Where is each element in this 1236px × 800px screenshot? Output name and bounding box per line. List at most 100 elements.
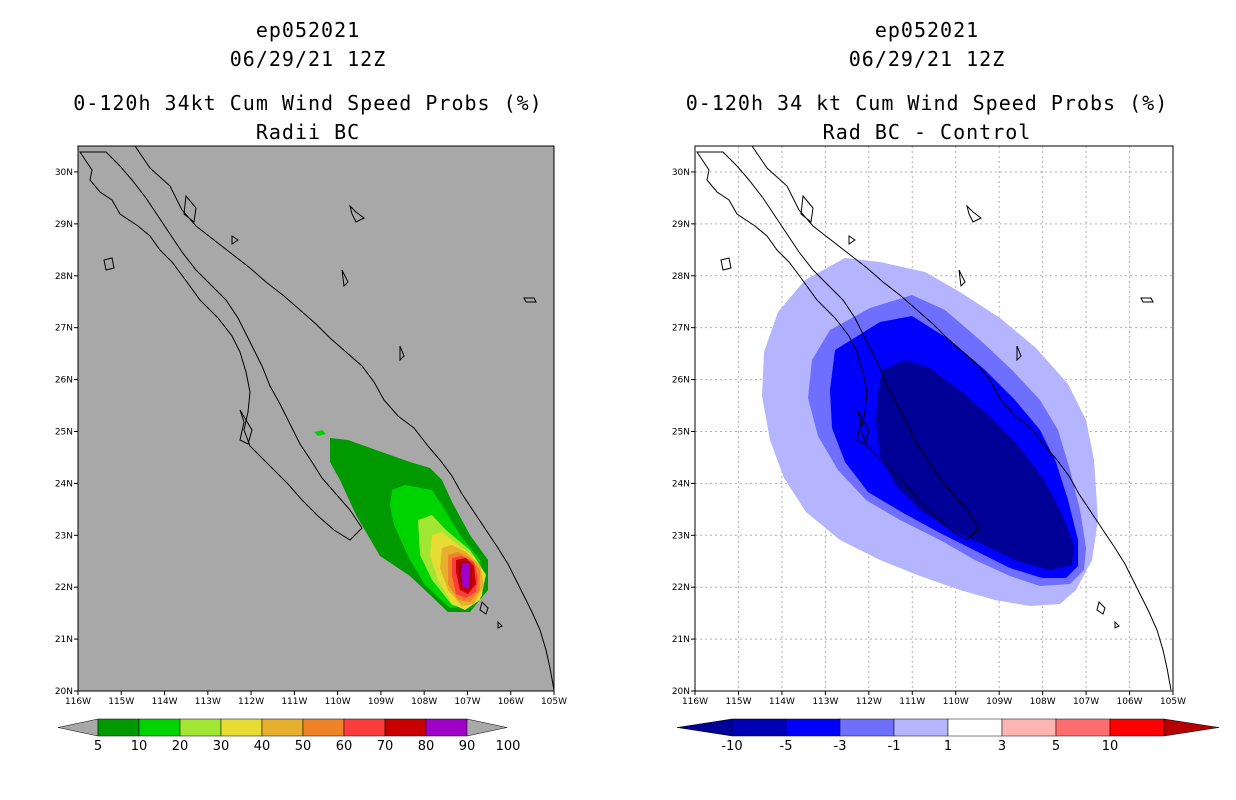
left-prob-small-patch bbox=[314, 430, 326, 436]
right-colorbar-high-arrow bbox=[1163, 718, 1220, 737]
left-lon-label: 115W bbox=[108, 697, 134, 707]
right-coastlines bbox=[696, 146, 1172, 691]
right-lon-label: 105W bbox=[1160, 697, 1186, 707]
left-colorbar-label: 20 bbox=[172, 739, 189, 754]
left-lon-label: 113W bbox=[195, 697, 221, 707]
right-colorbar-label: -5 bbox=[780, 739, 793, 754]
right-colorbar-label: 3 bbox=[998, 739, 1006, 754]
left-lon-label: 111W bbox=[281, 697, 307, 707]
right-lon-label: 106W bbox=[1117, 697, 1143, 707]
right-map-panel: 116W 115W 114W 113W 112W 111W 110W 109W 108W 107W… bbox=[672, 145, 1186, 707]
left-colorbar-swatch bbox=[138, 718, 181, 737]
right-lat-label: 22N bbox=[672, 583, 690, 593]
left-lon-label: 112W bbox=[238, 697, 264, 707]
left-colorbar-swatch bbox=[384, 718, 427, 737]
left-colorbar-label: 60 bbox=[336, 739, 353, 754]
right-title-sub: Rad BC - Control bbox=[822, 120, 1032, 144]
left-lon-label: 116W bbox=[65, 697, 91, 707]
left-colorbar-label: 30 bbox=[213, 739, 230, 754]
right-lon-label: 116W bbox=[682, 697, 708, 707]
right-colorbar-swatch bbox=[731, 718, 787, 737]
right-colorbar-label: -3 bbox=[834, 739, 847, 754]
left-title-sub: Radii BC bbox=[255, 120, 361, 144]
right-lon-label: 107W bbox=[1073, 697, 1099, 707]
right-colorbar-swatch bbox=[1055, 718, 1111, 737]
left-colorbar-label: 40 bbox=[254, 739, 271, 754]
right-title-product: 0-120h 34 kt Cum Wind Speed Probs (%) bbox=[685, 91, 1169, 115]
right-diff-strongest bbox=[876, 360, 1074, 570]
right-axis-ticks: 116W 115W 114W 113W 112W 111W 110W 109W 108W 107W… bbox=[672, 168, 1186, 707]
left-colorbar-swatch bbox=[179, 718, 222, 737]
left-colorbar-label: 100 bbox=[496, 739, 521, 754]
left-lat-label: 21N bbox=[55, 635, 73, 645]
left-colorbar-swatch bbox=[220, 718, 263, 737]
right-colorbar-swatch bbox=[785, 718, 841, 737]
left-lon-label: 108W bbox=[411, 697, 437, 707]
right-lon-label: 108W bbox=[1030, 697, 1056, 707]
right-lon-label: 110W bbox=[943, 697, 969, 707]
left-colorbar-swatch bbox=[97, 718, 140, 737]
right-lon-label: 111W bbox=[899, 697, 925, 707]
left-map-background bbox=[78, 146, 554, 691]
left-colorbar-label: 50 bbox=[295, 739, 312, 754]
left-lat-label: 23N bbox=[55, 531, 73, 541]
left-colorbar-label: 70 bbox=[377, 739, 394, 754]
left-lat-label: 26N bbox=[55, 376, 73, 386]
right-title-date: 06/29/21 12Z bbox=[848, 47, 1006, 71]
left-lat-label: 25N bbox=[55, 427, 73, 437]
left-map-panel: 116W 115W 114W 113W 112W 111W 110W 109W 108W 107W… bbox=[55, 145, 567, 707]
left-lon-label: 107W bbox=[454, 697, 480, 707]
left-colorbar-label: 5 bbox=[94, 739, 102, 754]
left-colorbar-label: 80 bbox=[418, 739, 435, 754]
left-lat-label: 29N bbox=[55, 220, 73, 230]
right-colorbar-swatch bbox=[1001, 718, 1057, 737]
left-title-storm: ep052021 bbox=[255, 18, 361, 42]
right-lat-label: 27N bbox=[672, 324, 690, 334]
left-prob-90-100 bbox=[461, 563, 470, 588]
right-lat-label: 28N bbox=[672, 272, 690, 282]
left-lon-label: 109W bbox=[368, 697, 394, 707]
right-colorbar-label: -10 bbox=[721, 739, 742, 754]
left-title-product: 0-120h 34kt Cum Wind Speed Probs (%) bbox=[73, 91, 543, 115]
right-colorbar-label: 5 bbox=[1052, 739, 1060, 754]
right-colorbar-label: 10 bbox=[1102, 739, 1119, 754]
left-lat-label: 28N bbox=[55, 272, 73, 282]
right-lat-label: 21N bbox=[672, 635, 690, 645]
left-colorbar-swatch bbox=[343, 718, 386, 737]
right-colorbar-swatch bbox=[947, 718, 1003, 737]
right-lat-label: 20N bbox=[672, 687, 690, 697]
right-title-storm: ep052021 bbox=[874, 18, 980, 42]
left-lat-label: 27N bbox=[55, 324, 73, 334]
right-lat-label: 25N bbox=[672, 427, 690, 437]
left-colorbar-label: 90 bbox=[459, 739, 476, 754]
left-colorbar-swatch bbox=[261, 718, 304, 737]
right-colorbar-swatch bbox=[839, 718, 895, 737]
right-lat-label: 26N bbox=[672, 376, 690, 386]
right-lat-label: 30N bbox=[672, 168, 690, 178]
right-colorbar: -10 -5 -3 -1 1 3 5 10 bbox=[676, 718, 1220, 754]
right-lat-label: 24N bbox=[672, 479, 690, 489]
left-colorbar-swatch bbox=[302, 718, 345, 737]
left-lat-label: 22N bbox=[55, 583, 73, 593]
right-gridlines bbox=[695, 146, 1173, 691]
right-colorbar-low-arrow bbox=[676, 718, 733, 737]
right-map-frame bbox=[694, 145, 1174, 692]
right-lon-label: 113W bbox=[812, 697, 838, 707]
right-lat-label: 29N bbox=[672, 220, 690, 230]
left-title-date: 06/29/21 12Z bbox=[229, 47, 387, 71]
right-lon-label: 114W bbox=[769, 697, 795, 707]
left-lon-label: 114W bbox=[152, 697, 178, 707]
left-lon-label: 105W bbox=[541, 697, 567, 707]
left-map-frame bbox=[77, 145, 555, 692]
right-lon-label: 112W bbox=[856, 697, 882, 707]
left-lat-label: 20N bbox=[55, 687, 73, 697]
right-colorbar-swatch bbox=[1109, 718, 1165, 737]
left-lat-label: 24N bbox=[55, 479, 73, 489]
right-lon-label: 115W bbox=[725, 697, 751, 707]
right-lat-label: 23N bbox=[672, 531, 690, 541]
left-axis-ticks: 116W 115W 114W 113W 112W 111W 110W 109W 108W 107W… bbox=[55, 168, 567, 707]
right-lon-label: 109W bbox=[986, 697, 1012, 707]
left-lat-label: 30N bbox=[55, 168, 73, 178]
left-colorbar: 5 10 20 30 40 50 60 70 80 90 100 bbox=[57, 718, 521, 754]
